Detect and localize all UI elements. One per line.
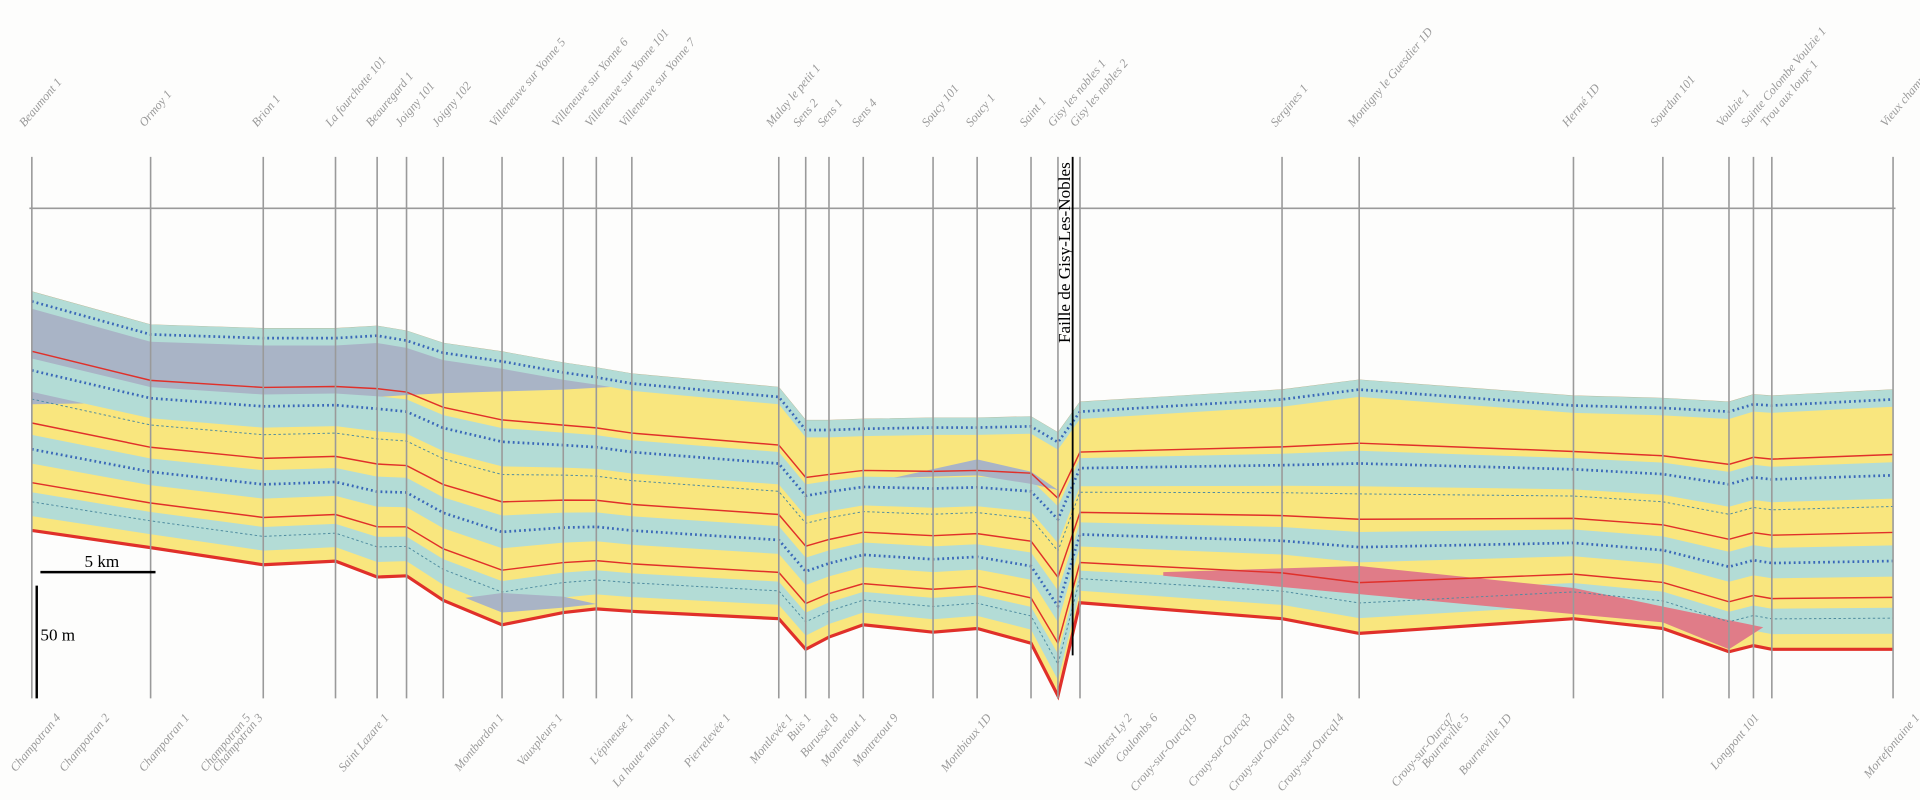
well-bottom-label: Montbioux 1D <box>937 711 994 775</box>
well-top-label: Soucy 1 <box>963 91 998 129</box>
well-top-label: Saint 1 <box>1016 94 1049 129</box>
dashed-marker <box>31 398 1894 552</box>
well-top-label: Sergines 1 <box>1267 81 1310 129</box>
layers <box>31 291 1894 701</box>
grey-layer <box>31 306 779 405</box>
teal-layer <box>31 358 1894 544</box>
well-top-label: Brion 1 <box>249 92 284 129</box>
fault-label: Faille de Gisy-Les-Nobles <box>1055 162 1074 343</box>
well-top-label: Ormoy 1 <box>136 87 174 129</box>
red-line <box>31 422 1894 579</box>
well-bottom-label: Mortefontaine 1 <box>1860 711 1920 781</box>
well-bottom-label: Pierrelevée 1 <box>680 711 733 771</box>
well-bottom-label: Saint Lazare 1 <box>335 711 391 774</box>
well-top-label: Sainte Colombe Voulzie 1 <box>1738 24 1829 129</box>
well-bottom-label: Longpont 101 <box>1707 711 1762 773</box>
well-top-label: Hermé 1D <box>1558 81 1602 130</box>
well-bottom-label: Champotran 1 <box>136 711 192 774</box>
base-red-line <box>31 528 1894 701</box>
teal-top <box>31 291 1894 450</box>
scale-v-label: 50 m <box>40 626 75 645</box>
wells <box>31 156 1894 699</box>
grey-lens <box>893 459 1058 491</box>
red-line <box>31 481 1894 646</box>
well-top-label: Sourdun 101 <box>1647 73 1698 130</box>
well-top-label: Soucy 101 <box>919 82 962 130</box>
well-top-label: Montigny le Guesdier 1D <box>1344 25 1436 130</box>
well-top-label: Sens 1 <box>814 96 845 129</box>
dotted-marker <box>31 447 1894 610</box>
well-top-label: Sens 4 <box>849 96 880 129</box>
dashed-marker <box>31 501 1894 666</box>
well-bottom-label: Vauxpleurs 1 <box>514 711 566 769</box>
dotted-marker <box>31 369 1894 522</box>
well-bottom-label: Crouy-sur-Ourcq7 <box>1388 710 1458 789</box>
well-bottom-label: Montbardon 1 <box>450 711 506 774</box>
well-top-label: Beaumont 1 <box>16 75 65 129</box>
pink-lens <box>1163 566 1764 650</box>
red-line <box>31 350 1894 500</box>
well-top-label: Vieux champ <box>1877 72 1920 129</box>
well-bottom-label: Champotran 2 <box>56 711 112 774</box>
scale-h-label: 5 km <box>84 552 119 571</box>
